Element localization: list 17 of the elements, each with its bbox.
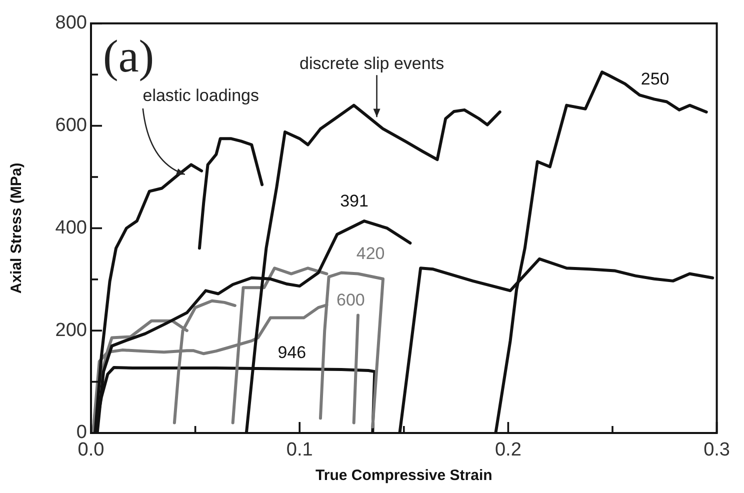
series-label: 250 xyxy=(640,70,670,89)
series-label: 600 xyxy=(336,290,365,310)
series-label: 420 xyxy=(356,244,385,263)
x-axis-title: True Compressive Strain xyxy=(316,467,492,484)
x-tick-label: 0.2 xyxy=(494,440,522,461)
series-label: 946 xyxy=(278,343,306,362)
y-tick-label: 800 xyxy=(55,12,87,34)
annotation: discrete slip events xyxy=(299,54,444,73)
y-tick-label: 200 xyxy=(55,320,87,341)
x-tick-label: 0.1 xyxy=(286,440,313,461)
y-tick-label: 600 xyxy=(55,115,87,136)
y-tick-label: 400 xyxy=(55,217,87,238)
series-label: 391 xyxy=(340,192,368,211)
x-tick-label: 0.3 xyxy=(704,440,730,461)
y-axis-title: Axial Stress (MPa) xyxy=(8,162,26,294)
annotation: (a) xyxy=(103,30,154,82)
annotation: elastic loadings xyxy=(142,86,259,106)
